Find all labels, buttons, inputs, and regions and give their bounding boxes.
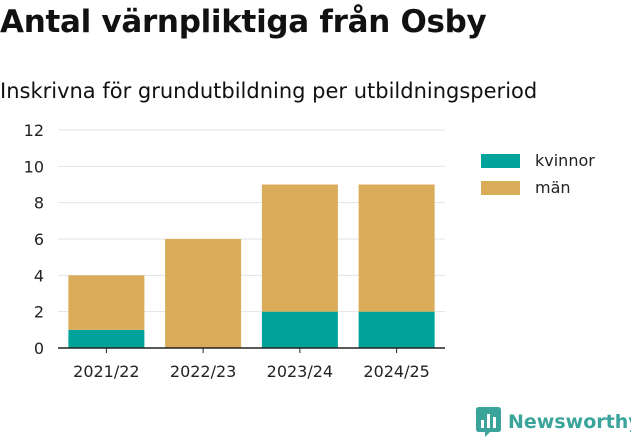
bar-män-2024/25 — [358, 184, 435, 312]
legend: kvinnor män — [481, 147, 595, 201]
x-tick-label: 2022/23 — [170, 362, 236, 381]
brand-name: Newsworthy — [508, 411, 631, 433]
x-tick-label: 2024/25 — [363, 362, 429, 381]
brand-logo: Newsworthy — [476, 407, 631, 437]
y-tick-label: 8 — [34, 194, 44, 213]
y-tick-label: 4 — [34, 266, 44, 285]
legend-item-män: män — [481, 174, 595, 201]
bar-män-2023/24 — [261, 184, 338, 312]
bar-kvinnor-2021/22 — [68, 329, 145, 348]
legend-item-kvinnor: kvinnor — [481, 147, 595, 174]
chart-subtitle: Inskrivna för grundutbildning per utbild… — [0, 79, 538, 103]
legend-swatch — [481, 180, 520, 195]
y-tick-label: 12 — [24, 121, 44, 140]
y-tick-label: 10 — [24, 157, 44, 176]
newsworthy-logo-icon — [476, 407, 501, 437]
bar-kvinnor-2023/24 — [261, 311, 338, 348]
x-tick-label: 2023/24 — [267, 362, 333, 381]
chart-title: Antal värnpliktiga från Osby — [0, 4, 487, 40]
bar-kvinnor-2024/25 — [358, 311, 435, 348]
bar-män-2021/22 — [68, 275, 145, 330]
legend-label: män — [535, 178, 571, 197]
bar-män-2022/23 — [165, 239, 242, 348]
legend-swatch — [481, 153, 520, 168]
x-tick-label: 2021/22 — [73, 362, 139, 381]
y-tick-label: 2 — [34, 303, 44, 322]
legend-label: kvinnor — [535, 151, 595, 170]
y-tick-label: 6 — [34, 230, 44, 249]
y-tick-label: 0 — [34, 339, 44, 358]
